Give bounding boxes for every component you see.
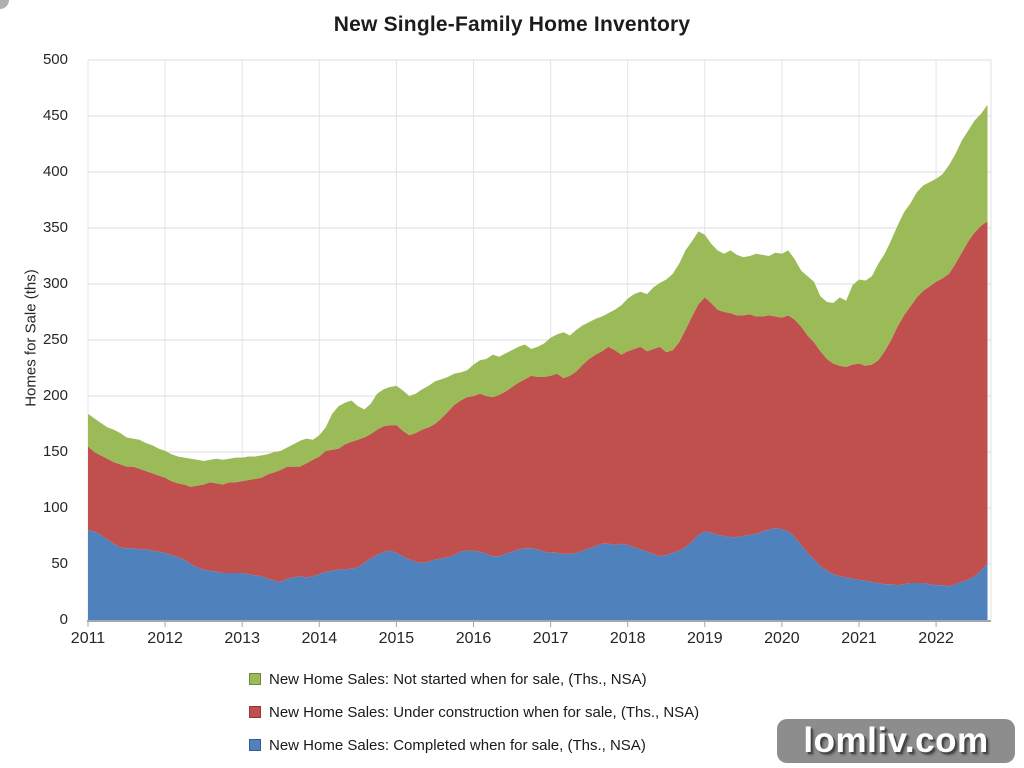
- y-tick-label: 300: [42, 275, 68, 292]
- x-tick-label: 2016: [455, 630, 492, 647]
- x-tick-label: 2020: [764, 630, 800, 647]
- watermark-text: lomliv.com: [803, 721, 989, 760]
- legend-label: New Home Sales: Not started when for sal…: [269, 670, 647, 688]
- area-completed: [88, 528, 988, 620]
- y-tick-label: 150: [42, 443, 68, 460]
- legend-label: New Home Sales: Under construction when …: [269, 703, 700, 721]
- legend-item-completed: New Home Sales: Completed when for sale,…: [249, 734, 646, 756]
- x-tick-label: 2022: [918, 630, 954, 647]
- legend-item-not_started: New Home Sales: Not started when for sal…: [249, 668, 647, 690]
- y-tick-label: 0: [59, 611, 68, 628]
- x-tick-label: 2013: [224, 630, 260, 647]
- legend-swatch-under_construction: [249, 706, 261, 718]
- y-tick-label: 350: [42, 219, 68, 236]
- legend-swatch-not_started: [249, 673, 261, 685]
- x-tick-label: 2011: [70, 630, 106, 647]
- legend-item-under_construction: New Home Sales: Under construction when …: [249, 701, 699, 723]
- x-tick-label: 2021: [841, 630, 877, 647]
- x-tick-label: 2014: [301, 630, 338, 647]
- chart-title: New Single-Family Home Inventory: [333, 13, 691, 36]
- y-tick-label: 100: [42, 499, 68, 516]
- y-tick-label: 400: [42, 163, 68, 180]
- watermark-badge: lomliv.com: [777, 719, 1015, 763]
- y-tick-label: 50: [51, 555, 68, 572]
- area-not_started: [88, 104, 988, 487]
- x-tick-label: 2012: [147, 630, 183, 647]
- y-tick-label: 450: [42, 107, 68, 124]
- y-tick-label: 500: [42, 51, 68, 68]
- legend-label: New Home Sales: Completed when for sale,…: [269, 736, 646, 754]
- area-under_construction: [88, 221, 988, 587]
- x-tick-label: 2018: [609, 630, 646, 647]
- y-tick-label: 250: [42, 331, 68, 348]
- x-tick-label: 2015: [378, 630, 415, 647]
- y-tick-label: 200: [42, 387, 68, 404]
- x-tick-label: 2019: [687, 630, 723, 647]
- x-tick-label: 2017: [532, 630, 569, 647]
- corner-artifact: [0, 0, 9, 9]
- legend-swatch-completed: [249, 739, 261, 751]
